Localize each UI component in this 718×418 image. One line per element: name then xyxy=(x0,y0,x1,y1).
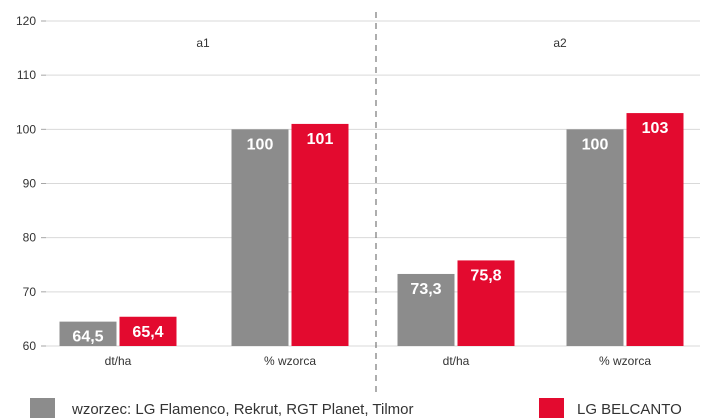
y-axis: 60 70 80 90 100 110 120 xyxy=(16,14,46,353)
y-tick-label: 80 xyxy=(23,231,37,245)
bar-value-label: 75,8 xyxy=(470,267,501,284)
panel-label-a2: a2 xyxy=(553,36,567,50)
y-tick-label: 70 xyxy=(23,285,37,299)
legend-swatch-lg-belcanto xyxy=(539,398,564,418)
bar-value-label: 73,3 xyxy=(410,281,441,298)
legend: wzorzec: LG Flamenco, Rekrut, RGT Planet… xyxy=(30,398,682,418)
legend-label-lg-belcanto: LG BELCANTO xyxy=(577,401,682,418)
bar-value-label: 100 xyxy=(582,136,609,153)
bar-value-label: 100 xyxy=(247,136,274,153)
x-axis-category-labels: dt/ha % wzorca dt/ha % wzorca xyxy=(105,354,652,368)
bar-wzorzec xyxy=(59,321,117,346)
bar-lg-belcanto xyxy=(119,316,177,346)
bar-value-label: 103 xyxy=(642,120,669,137)
x-category-label: % wzorca xyxy=(264,354,316,368)
bar-lg-belcanto xyxy=(457,260,515,346)
gridlines xyxy=(46,20,700,347)
x-category-label: % wzorca xyxy=(599,354,651,368)
y-tick-label: 90 xyxy=(23,177,37,191)
bar-wzorzec xyxy=(231,129,289,346)
bar-value-label: 101 xyxy=(307,131,334,148)
bar-lg-belcanto xyxy=(626,113,684,346)
y-tick-label: 120 xyxy=(16,14,36,28)
bar-wzorzec xyxy=(397,273,455,346)
panel-label-a1: a1 xyxy=(196,36,210,50)
legend-swatch-wzorzec xyxy=(30,398,55,418)
x-category-label: dt/ha xyxy=(443,354,470,368)
legend-label-wzorzec: wzorzec: LG Flamenco, Rekrut, RGT Planet… xyxy=(71,401,414,418)
bar-wzorzec xyxy=(566,129,624,346)
bar-value-label: 64,5 xyxy=(72,329,103,346)
y-tick-label: 60 xyxy=(23,339,37,353)
x-category-label: dt/ha xyxy=(105,354,132,368)
bars: 64,5 65,4 100 101 73,3 75,8 100 103 xyxy=(59,113,684,347)
bar-lg-belcanto xyxy=(291,123,349,347)
y-tick-label: 110 xyxy=(17,68,36,82)
bar-value-label: 65,4 xyxy=(132,324,163,341)
y-tick-label: 100 xyxy=(16,122,36,136)
